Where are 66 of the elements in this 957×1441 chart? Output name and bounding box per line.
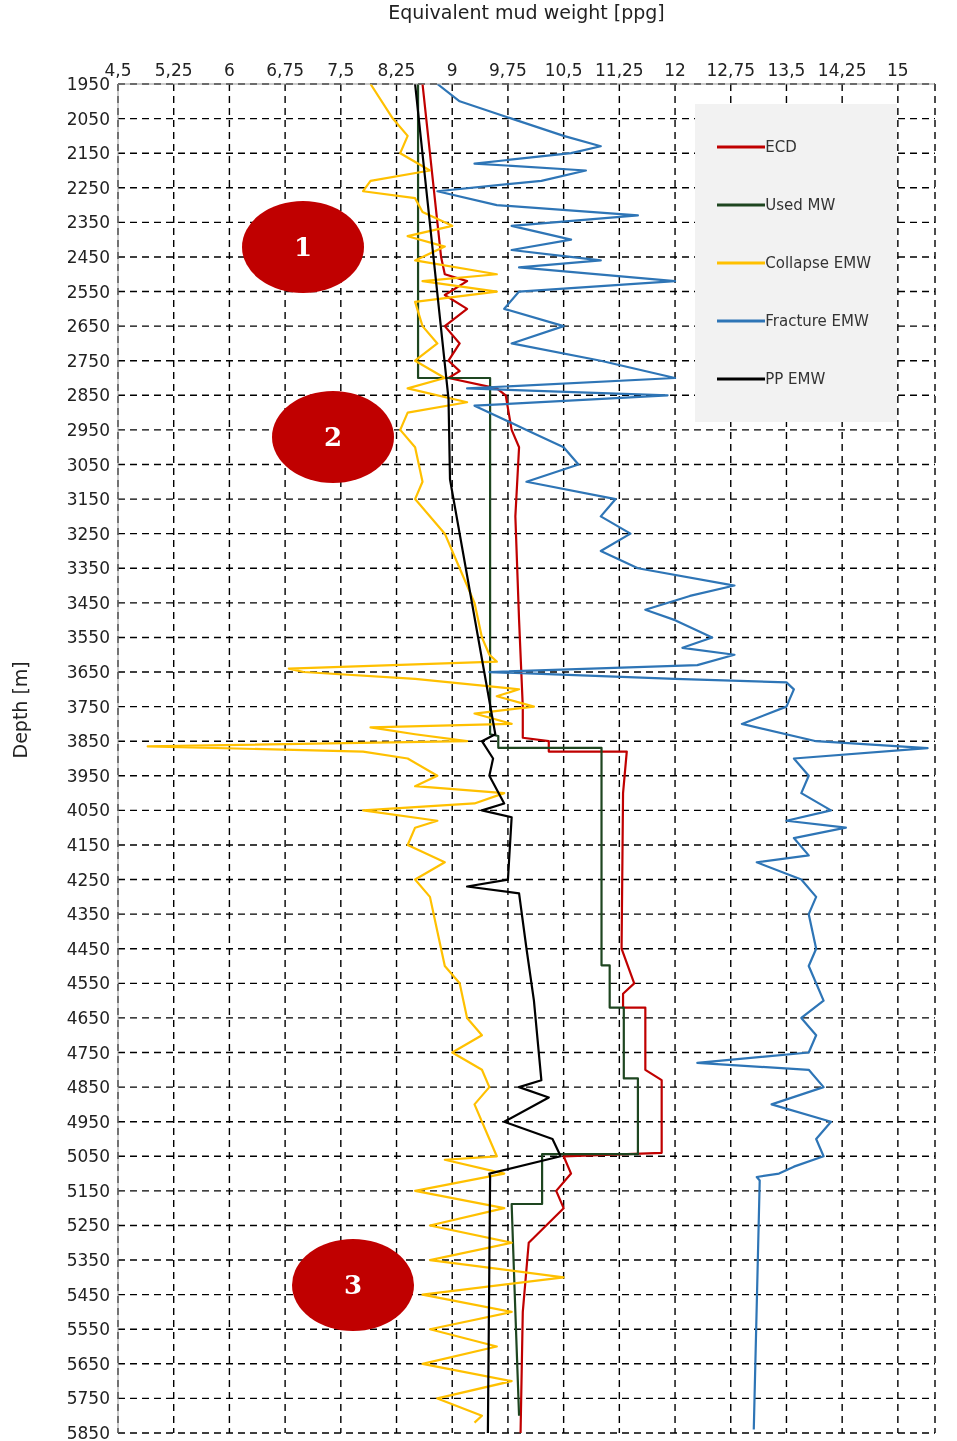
x-tick-label: 14,25 <box>817 60 867 80</box>
legend-label: Fracture EMW <box>765 312 869 330</box>
y-tick-label: 2650 <box>66 316 110 337</box>
y-tick-label: 5450 <box>66 1284 110 1305</box>
y-tick-label: 2050 <box>66 108 110 129</box>
x-tick-label: 11,25 <box>595 60 644 80</box>
y-tick-label: 3450 <box>66 592 110 613</box>
y-tick-label: 5750 <box>66 1388 110 1409</box>
y-tick-label: 4750 <box>66 1042 110 1063</box>
y-tick-label: 2250 <box>66 177 110 198</box>
y-tick-label: 5650 <box>66 1353 110 1374</box>
y-tick-label: 2950 <box>66 419 110 440</box>
y-tick-label: 2850 <box>66 385 110 406</box>
y-tick-label: 5550 <box>66 1319 110 1340</box>
y-tick-label: 4950 <box>66 1111 110 1132</box>
y-tick-label: 4850 <box>66 1077 110 1098</box>
circle-badge: 2 <box>272 391 394 483</box>
x-tick-label: 15 <box>887 60 909 80</box>
legend-label: Collapse EMW <box>765 254 871 272</box>
x-tick-label: 9,75 <box>489 60 527 80</box>
x-axis-title: Equivalent mud weight [ppg] <box>388 1 665 24</box>
y-tick-label: 4450 <box>66 938 110 959</box>
x-tick-label: 6 <box>224 60 235 80</box>
line-series <box>436 84 929 1431</box>
legend-label: PP EMW <box>765 370 826 388</box>
x-tick-label: 7,5 <box>327 60 355 80</box>
y-tick-label: 2750 <box>66 350 110 371</box>
x-tick-label: 8,25 <box>377 60 416 80</box>
y-tick-label: 2550 <box>66 281 110 302</box>
line-series <box>146 84 565 1424</box>
legend-label: Used MW <box>765 196 836 214</box>
y-tick-label: 3350 <box>66 558 110 579</box>
x-tick-label: 5,25 <box>154 60 193 80</box>
y-tick-label: 4050 <box>66 800 110 821</box>
x-tick-label: 13,5 <box>767 60 806 80</box>
y-tick-label: 5250 <box>66 1215 110 1236</box>
y-tick-label: 5350 <box>66 1250 110 1271</box>
y-tick-label: 4650 <box>66 1007 110 1028</box>
y-tick-label: 3750 <box>66 696 110 717</box>
y-tick-label: 5050 <box>66 1146 110 1167</box>
y-tick-label: 2450 <box>66 246 110 267</box>
x-tick-label: 12,75 <box>706 60 756 80</box>
y-tick-label: 5850 <box>66 1423 110 1441</box>
y-tick-label: 1950 <box>66 74 110 95</box>
y-tick-label: 4350 <box>66 904 110 925</box>
y-tick-label: 4250 <box>66 869 110 890</box>
y-axis-title: Depth [m] <box>8 661 31 759</box>
y-tick-label: 3050 <box>66 454 110 475</box>
y-tick-label: 3950 <box>66 765 110 786</box>
circle-badge: 1 <box>242 201 364 293</box>
y-tick-label: 4150 <box>66 835 110 856</box>
circle-badge: 3 <box>292 1239 414 1331</box>
y-tick-label: 3150 <box>66 489 110 510</box>
y-tick-label: 3850 <box>66 731 110 752</box>
x-tick-label: 6,75 <box>266 60 305 80</box>
y-tick-label: 3550 <box>66 627 110 648</box>
y-tick-label: 2150 <box>66 143 110 164</box>
x-tick-label: 10,5 <box>544 60 583 80</box>
y-tick-label: 5150 <box>66 1180 110 1201</box>
y-tick-label: 3650 <box>66 662 110 683</box>
y-tick-label: 2350 <box>66 212 110 233</box>
legend-label: ECD <box>765 138 797 156</box>
x-tick-label: 9 <box>446 60 458 80</box>
y-tick-label: 3250 <box>66 523 110 544</box>
y-tick-label: 4550 <box>66 973 110 994</box>
x-tick-label: 12 <box>664 60 686 80</box>
